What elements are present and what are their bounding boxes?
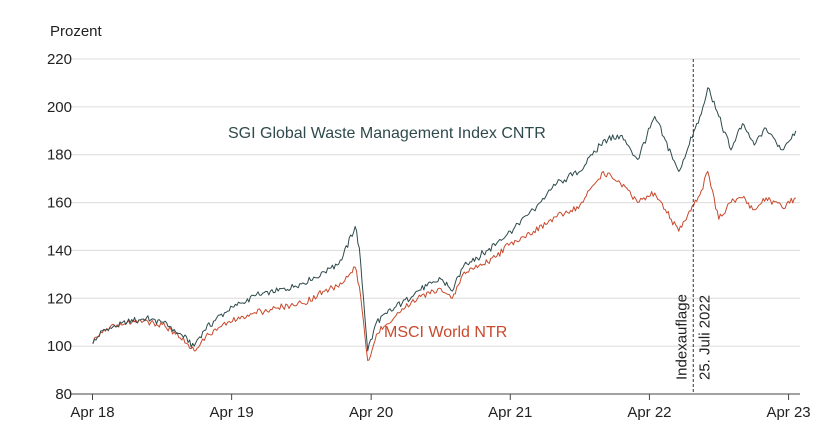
- y-tick-label: 160: [47, 195, 72, 212]
- x-tick-label: Apr 18: [70, 404, 114, 421]
- series-line-sgi: [92, 87, 797, 352]
- x-tick-label: Apr 20: [349, 404, 393, 421]
- y-tick-label: 120: [47, 290, 72, 307]
- y-tick-label: 200: [47, 99, 72, 116]
- series-label-msci: MSCI World NTR: [384, 324, 507, 341]
- y-tick-label: 80: [55, 386, 72, 403]
- x-axis-ticks: Apr 18 Apr 19 Apr 20 Apr 21 Apr 22 Apr 23: [70, 394, 811, 421]
- y-tick-label: 220: [47, 51, 72, 68]
- series-lines: [92, 87, 797, 361]
- x-tick-label: Apr 22: [627, 404, 671, 421]
- y-axis-ticks: 80 100 120 140 160 180 200 220: [47, 51, 72, 403]
- launch-annotation: Indexauflage 25. Juli 2022: [673, 59, 713, 394]
- annotation-label-launch: Indexauflage: [673, 294, 690, 380]
- series-line-msci: [92, 170, 797, 361]
- x-tick-label: Apr 21: [488, 404, 532, 421]
- y-tick-label: 140: [47, 242, 72, 259]
- x-tick-label: Apr 19: [210, 404, 254, 421]
- y-axis-label: Prozent: [50, 23, 103, 40]
- y-tick-label: 100: [47, 338, 72, 355]
- gridlines: [70, 58, 800, 395]
- annotation-label-date: 25. Juli 2022: [696, 295, 713, 380]
- y-tick-label: 180: [47, 147, 72, 164]
- x-tick-label: Apr 23: [766, 404, 810, 421]
- series-label-sgi: SGI Global Waste Management Index CNTR: [228, 125, 546, 142]
